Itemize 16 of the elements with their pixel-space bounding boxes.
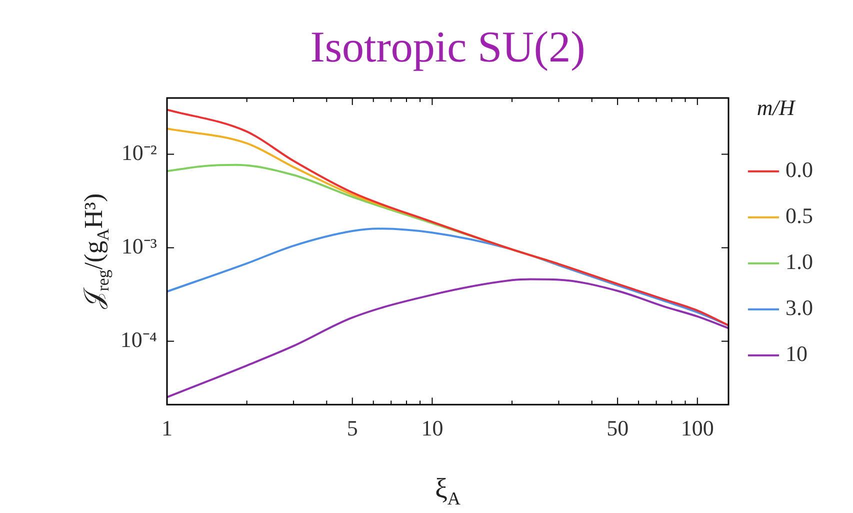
y-tick-label: 10⁻⁴ (120, 327, 158, 352)
x-tick-label: 10 (421, 416, 444, 441)
x-tick-label: 50 (606, 416, 629, 441)
legend-label: 0.5 (786, 203, 813, 228)
legend-label: 10 (786, 341, 808, 366)
x-tick-label: 100 (680, 416, 714, 441)
legend-label: 3.0 (786, 295, 813, 320)
y-tick-label: 10⁻³ (121, 234, 158, 259)
legend-label: 0.0 (786, 157, 813, 182)
y-tick-label: 10⁻² (121, 140, 158, 166)
chart-title: Isotropic SU(2) (310, 22, 586, 72)
legend-title: m/H (756, 94, 796, 120)
y-axis-title: 𝒥reg/(gAH³) (78, 193, 113, 310)
x-tick-label: 1 (162, 416, 172, 441)
legend-label: 1.0 (786, 249, 813, 274)
x-tick-label: 5 (346, 416, 358, 441)
